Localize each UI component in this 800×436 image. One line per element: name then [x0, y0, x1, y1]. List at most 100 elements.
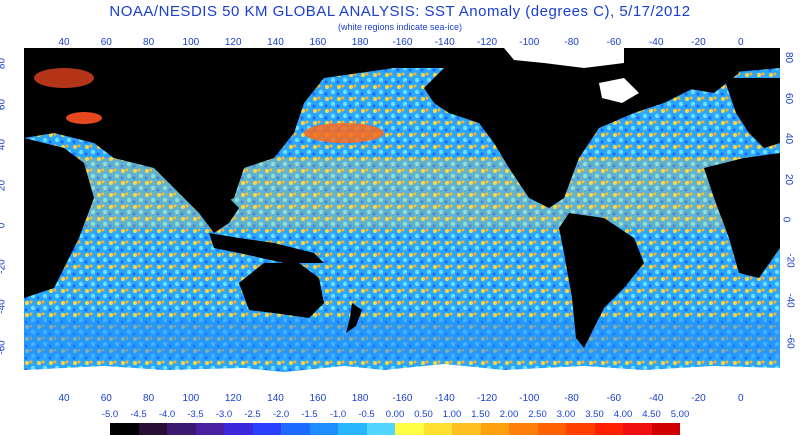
- legend-swatch: [281, 423, 310, 435]
- legend-swatch: [138, 423, 167, 435]
- legend-label: 1.50: [471, 409, 490, 420]
- latRight-label: 0: [780, 216, 792, 223]
- lonTop-label: 40: [58, 37, 70, 48]
- lonBottom-label: -20: [691, 393, 706, 404]
- lonTop-label: -120: [476, 37, 498, 48]
- legend-label: 2.00: [499, 409, 519, 420]
- latRight-label: -60: [784, 333, 796, 349]
- legend-label: -5.0: [101, 409, 119, 420]
- lonBottom-label: -120: [476, 393, 498, 404]
- latRight-label: 40: [783, 132, 795, 145]
- latRight-label: 60: [783, 92, 795, 104]
- land-africa-arabia: [24, 138, 94, 298]
- latLeft-label: 20: [0, 179, 8, 191]
- legend-swatch: [452, 423, 481, 435]
- anomaly-warm-north-pacific: [304, 123, 384, 143]
- legend-swatch: [366, 423, 395, 435]
- latLeft-label: 60: [0, 98, 8, 110]
- legend-label: -2.0: [272, 409, 290, 420]
- latRight-label: -40: [784, 293, 796, 308]
- legend-label: -1.0: [329, 409, 347, 420]
- lonTop-label: 100: [182, 37, 200, 48]
- legend-labels: -5.0 -4.5 -4.0 -3.5 -3.0 -2.5 -2.0 -1.5 -1.0 -0.5…: [98, 409, 694, 421]
- lonBottom-label: -160: [392, 393, 413, 404]
- sst-anomaly-map: [24, 48, 780, 392]
- page-subtitle: (white regions indicate sea-ice): [337, 22, 463, 32]
- legend-swatch: [338, 423, 367, 435]
- page-title: NOAA/NESDIS 50 KM GLOBAL ANALYSIS: SST A…: [109, 3, 691, 20]
- legend-swatch: [566, 423, 595, 435]
- lonTop-label: 120: [224, 37, 242, 48]
- lonTop-label: 140: [267, 37, 284, 48]
- latLeft-label: -20: [0, 258, 8, 274]
- land-indochina: [174, 178, 239, 233]
- anomaly-warm-sea-of-okhotsk: [34, 68, 94, 88]
- legend-label: -4.5: [130, 409, 147, 420]
- lonBottom-label: 180: [351, 393, 369, 404]
- legend-swatch: [594, 423, 623, 435]
- legend-swatch: [480, 423, 509, 435]
- legend-label: 3.50: [585, 409, 604, 420]
- land-new-zealand: [346, 303, 362, 333]
- legend-swatch: [309, 423, 338, 435]
- legend-label: -2.5: [244, 409, 261, 420]
- lonBottom-label: 40: [58, 393, 70, 404]
- legend-label: 4.50: [642, 409, 661, 420]
- land-indonesia: [209, 233, 324, 263]
- legend-swatch: [651, 423, 680, 435]
- legend-label: 2.50: [528, 409, 547, 420]
- anomaly-warm-caspian: [66, 112, 102, 124]
- legend-swatch: [224, 423, 253, 435]
- sea-ice-antarctic: [24, 364, 780, 392]
- lonTop-label: 180: [351, 37, 369, 48]
- lonBottom-label: 140: [267, 393, 284, 404]
- lonTop-label: 160: [309, 37, 327, 48]
- latRight-label: -20: [784, 252, 796, 268]
- lonBottom-label: 0: [738, 393, 744, 404]
- legend-label: 1.00: [442, 409, 462, 420]
- legend-label: -3.0: [215, 409, 233, 420]
- lonTop-label: -140: [434, 37, 455, 48]
- latLeft-label: 0: [0, 223, 8, 229]
- ocean-field-anomaly-southern: [24, 318, 780, 358]
- legend-label: -3.5: [187, 409, 204, 420]
- lonBottom-label: -40: [648, 393, 664, 404]
- land-greenland: [664, 53, 739, 93]
- land-eurasia: [24, 48, 504, 213]
- lonTop-label: -160: [392, 37, 413, 48]
- legend-label: 4.00: [613, 409, 633, 420]
- sea-ice-hudson: [599, 78, 639, 103]
- legend-label: -1.5: [301, 409, 318, 420]
- legend-label: -0.5: [358, 409, 375, 420]
- lonTop-label: -20: [691, 37, 706, 48]
- legend-label: 3.00: [556, 409, 576, 420]
- latRight-label: 20: [783, 173, 795, 185]
- latLeft-label: 40: [0, 138, 8, 151]
- legend-swatch: [195, 423, 224, 435]
- legend-swatch: [252, 423, 281, 435]
- ocean-field-anomaly-tropics: [24, 158, 780, 228]
- legend-label: 0.00: [385, 409, 405, 420]
- lonBottom-label: -80: [564, 393, 579, 404]
- lonTop-label: 80: [143, 37, 155, 48]
- legend-swatch: [110, 423, 139, 435]
- lonBottom-label: -60: [606, 393, 622, 404]
- legend-swatch: [395, 423, 424, 435]
- legend-swatch: [623, 423, 652, 435]
- legend-label: -4.0: [158, 409, 176, 420]
- lonTop-label: -80: [564, 37, 579, 48]
- land-africa-west: [704, 153, 780, 278]
- legend-label: 0.50: [414, 409, 433, 420]
- lonBottom-label: 60: [100, 393, 112, 404]
- lonBottom-label: 80: [143, 393, 155, 404]
- legend-swatch: [423, 423, 452, 435]
- legend-swatch: [509, 423, 538, 435]
- lonTop-label: -100: [519, 37, 540, 48]
- lonBottom-label: 100: [182, 393, 200, 404]
- land-south-america: [559, 213, 644, 348]
- lonTop-label: -40: [648, 37, 664, 48]
- latLeft-label: -60: [0, 339, 8, 355]
- lonTop-label: -60: [606, 37, 622, 48]
- lonTop-label: 60: [100, 37, 112, 48]
- lonBottom-label: 160: [309, 393, 327, 404]
